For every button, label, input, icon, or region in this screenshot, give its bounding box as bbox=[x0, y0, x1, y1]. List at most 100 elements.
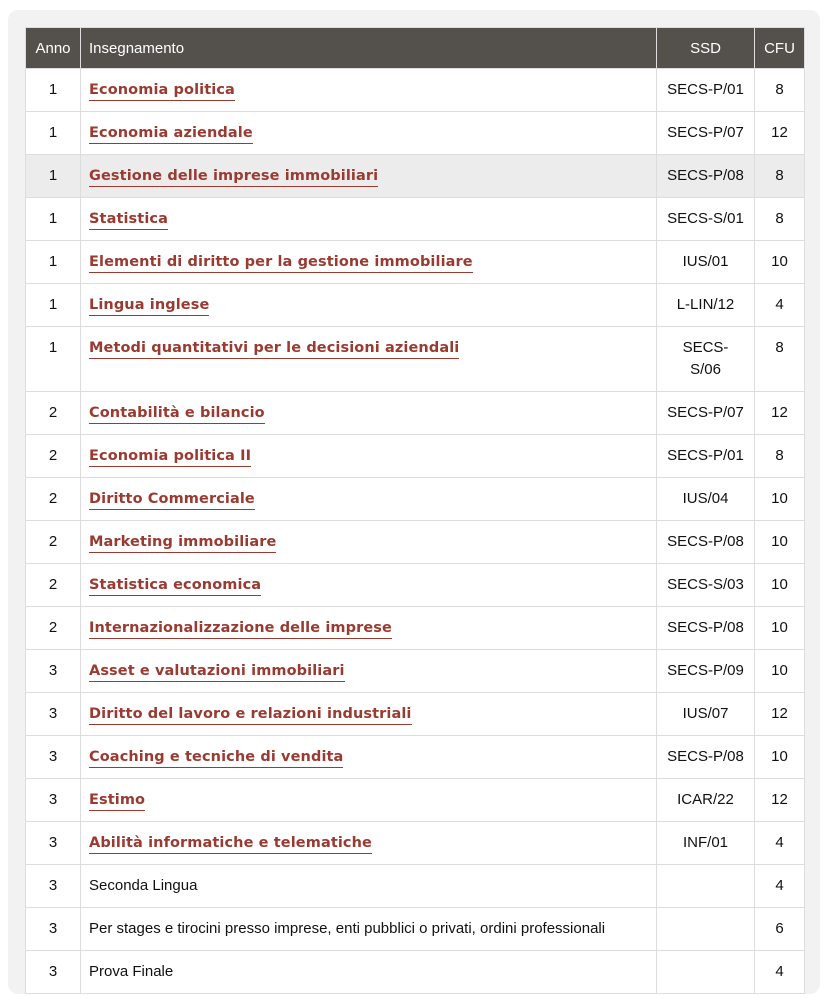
cfu-cell: 6 bbox=[754, 907, 805, 951]
cfu-cell: 10 bbox=[754, 649, 805, 693]
table-row: 3 Diritto del lavoro e relazioni industri… bbox=[25, 692, 805, 736]
table-row: 3 Asset e valutazioni immobiliari SECS-P/0… bbox=[25, 649, 805, 693]
courses-table: Anno Insegnamento SSD CFU 1 Economia poli… bbox=[25, 27, 805, 994]
table-row: 2 Statistica economica SECS-S/03 10 bbox=[25, 563, 805, 607]
cfu-cell: 4 bbox=[754, 950, 805, 994]
ssd-cell: SECS-P/08 bbox=[656, 735, 755, 779]
course-link[interactable]: Contabilità e bilancio bbox=[89, 405, 265, 424]
course-cell: Statistica economica bbox=[80, 563, 657, 607]
course-link[interactable]: Marketing immobiliare bbox=[89, 534, 277, 553]
ssd-cell: SECS-P/08 bbox=[656, 154, 755, 198]
course-cell: Coaching e tecniche di vendita bbox=[80, 735, 657, 779]
cfu-cell: 12 bbox=[754, 778, 805, 822]
cfu-cell: 10 bbox=[754, 563, 805, 607]
ssd-cell: INF/01 bbox=[656, 821, 755, 865]
course-cell: Diritto Commerciale bbox=[80, 477, 657, 521]
course-link[interactable]: Statistica economica bbox=[89, 577, 262, 596]
course-link[interactable]: Abilità informatiche e telematiche bbox=[89, 835, 372, 854]
table-row: 1 Lingua inglese L-LIN/12 4 bbox=[25, 283, 805, 327]
cfu-cell: 10 bbox=[754, 606, 805, 650]
table-row: 1 Economia aziendale SECS-P/07 12 bbox=[25, 111, 805, 155]
table-row: 2 Marketing immobiliare SECS-P/08 10 bbox=[25, 520, 805, 564]
course-cell: Seconda Lingua bbox=[80, 864, 657, 908]
cfu-cell: 4 bbox=[754, 821, 805, 865]
course-link[interactable]: Internazionalizzazione delle imprese bbox=[89, 620, 392, 639]
course-link[interactable]: Diritto Commerciale bbox=[89, 491, 255, 510]
ssd-cell: SECS-P/07 bbox=[656, 111, 755, 155]
course-link[interactable]: Elementi di diritto per la gestione immo… bbox=[89, 254, 473, 273]
cfu-cell: 8 bbox=[754, 326, 805, 392]
ssd-cell: SECS-S/03 bbox=[656, 563, 755, 607]
cfu-cell: 12 bbox=[754, 692, 805, 736]
course-cell: Contabilità e bilancio bbox=[80, 391, 657, 435]
course-cell: Metodi quantitativi per le decisioni azi… bbox=[80, 326, 657, 392]
table-row: 1 Gestione delle imprese immobiliari SECS-… bbox=[25, 154, 805, 198]
anno-cell: 1 bbox=[25, 240, 81, 284]
anno-cell: 3 bbox=[25, 907, 81, 951]
cfu-cell: 10 bbox=[754, 240, 805, 284]
course-cell: Economia aziendale bbox=[80, 111, 657, 155]
table-row: 1 Economia politica SECS-P/01 8 bbox=[25, 68, 805, 112]
course-cell: Gestione delle imprese immobiliari bbox=[80, 154, 657, 198]
course-cell: Per stages e tirocini presso imprese, en… bbox=[80, 907, 657, 951]
anno-cell: 1 bbox=[25, 68, 81, 112]
ssd-cell: IUS/01 bbox=[656, 240, 755, 284]
anno-cell: 2 bbox=[25, 477, 81, 521]
course-link[interactable]: Statistica bbox=[89, 211, 168, 230]
cfu-cell: 10 bbox=[754, 520, 805, 564]
anno-cell: 1 bbox=[25, 326, 81, 392]
anno-cell: 1 bbox=[25, 197, 81, 241]
table-row: 2 Diritto Commerciale IUS/04 10 bbox=[25, 477, 805, 521]
cfu-cell: 4 bbox=[754, 864, 805, 908]
course-cell: Marketing immobiliare bbox=[80, 520, 657, 564]
ssd-cell: IUS/04 bbox=[656, 477, 755, 521]
table-row: 1 Statistica SECS-S/01 8 bbox=[25, 197, 805, 241]
course-link[interactable]: Lingua inglese bbox=[89, 297, 210, 316]
anno-cell: 3 bbox=[25, 692, 81, 736]
cfu-cell: 8 bbox=[754, 434, 805, 478]
anno-cell: 3 bbox=[25, 649, 81, 693]
ssd-cell bbox=[656, 907, 755, 951]
course-link[interactable]: Economia politica II bbox=[89, 448, 252, 467]
header-anno: Anno bbox=[25, 27, 81, 69]
header-cfu: CFU bbox=[754, 27, 805, 69]
course-link[interactable]: Estimo bbox=[89, 792, 146, 811]
course-cell: Diritto del lavoro e relazioni industria… bbox=[80, 692, 657, 736]
course-link[interactable]: Coaching e tecniche di vendita bbox=[89, 749, 344, 768]
header-insegnamento: Insegnamento bbox=[80, 27, 657, 69]
cfu-cell: 8 bbox=[754, 68, 805, 112]
course-cell: Elementi di diritto per la gestione immo… bbox=[80, 240, 657, 284]
anno-cell: 2 bbox=[25, 391, 81, 435]
table-header-row: Anno Insegnamento SSD CFU bbox=[25, 27, 805, 69]
course-cell: Prova Finale bbox=[80, 950, 657, 994]
course-cell: Internazionalizzazione delle imprese bbox=[80, 606, 657, 650]
anno-cell: 2 bbox=[25, 563, 81, 607]
course-cell: Lingua inglese bbox=[80, 283, 657, 327]
ssd-cell: SECS-P/01 bbox=[656, 68, 755, 112]
course-cell: Asset e valutazioni immobiliari bbox=[80, 649, 657, 693]
anno-cell: 1 bbox=[25, 111, 81, 155]
table-row: 1 Metodi quantitativi per le decisioni az… bbox=[25, 326, 805, 392]
anno-cell: 3 bbox=[25, 735, 81, 779]
course-link[interactable]: Diritto del lavoro e relazioni industria… bbox=[89, 706, 412, 725]
anno-cell: 1 bbox=[25, 154, 81, 198]
ssd-cell: SECS-S/06 bbox=[656, 326, 755, 392]
course-cell: Economia politica bbox=[80, 68, 657, 112]
course-link[interactable]: Metodi quantitativi per le decisioni azi… bbox=[89, 340, 460, 359]
cfu-cell: 8 bbox=[754, 154, 805, 198]
course-cell: Statistica bbox=[80, 197, 657, 241]
course-link[interactable]: Asset e valutazioni immobiliari bbox=[89, 663, 345, 682]
header-ssd: SSD bbox=[656, 27, 755, 69]
table-container: Anno Insegnamento SSD CFU 1 Economia poli… bbox=[8, 10, 820, 994]
table-row: 3 Seconda Lingua 4 bbox=[25, 864, 805, 908]
table-row: 2 Economia politica II SECS-P/01 8 bbox=[25, 434, 805, 478]
course-link[interactable]: Economia politica bbox=[89, 82, 235, 101]
table-row: 1 Elementi di diritto per la gestione imm… bbox=[25, 240, 805, 284]
course-link[interactable]: Gestione delle imprese immobiliari bbox=[89, 168, 379, 187]
course-link[interactable]: Economia aziendale bbox=[89, 125, 253, 144]
table-row: 3 Estimo ICAR/22 12 bbox=[25, 778, 805, 822]
course-cell: Abilità informatiche e telematiche bbox=[80, 821, 657, 865]
cfu-cell: 10 bbox=[754, 477, 805, 521]
ssd-cell: SECS-S/01 bbox=[656, 197, 755, 241]
anno-cell: 2 bbox=[25, 520, 81, 564]
